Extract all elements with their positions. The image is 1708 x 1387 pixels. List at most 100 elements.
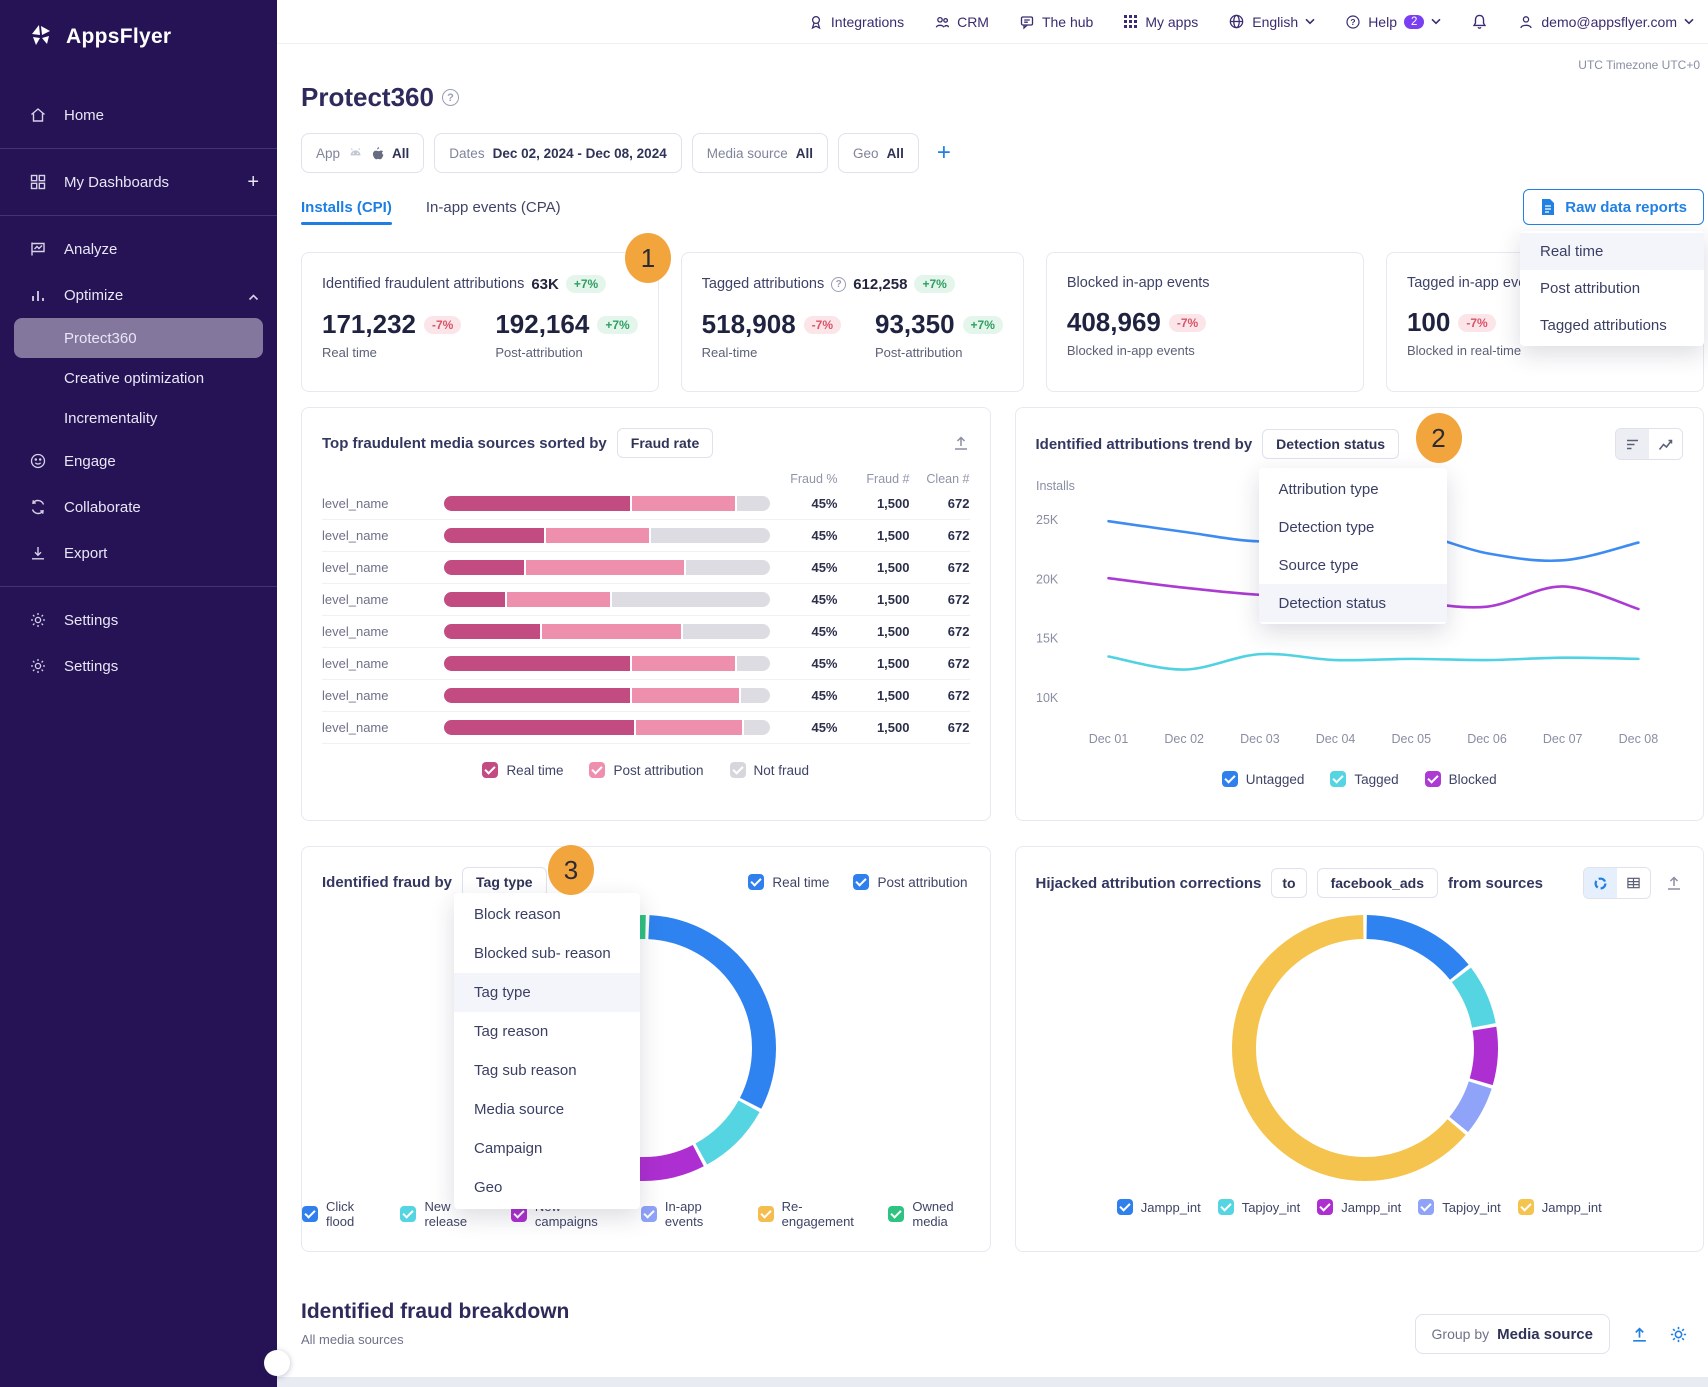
donut-segment-jampp-int[interactable]	[1231, 915, 1466, 1181]
fraud-table-row[interactable]: level_name 45% 1,500 672	[322, 616, 970, 648]
appsflyer-logo[interactable]: AppsFlyer	[0, 0, 277, 52]
checkbox-jampp-int[interactable]	[1317, 1199, 1334, 1215]
donut-segment-jampp-int[interactable]	[1469, 1026, 1498, 1086]
checkbox-not-fraud[interactable]	[729, 762, 746, 778]
fraud-by-menu-item-block-reason[interactable]: Block reason	[474, 906, 561, 923]
fraud-by-menu-item-tag-reason[interactable]: Tag reason	[474, 1023, 549, 1040]
sidebar-collapse-handle[interactable]	[264, 1350, 290, 1376]
export-icon[interactable]	[1665, 874, 1683, 892]
trend-menu-item-detection-status[interactable]: Detection status	[1258, 584, 1447, 622]
trend-menu-item-attribution-type[interactable]: Attribution type	[1278, 480, 1379, 498]
donut-segment-jampp-int[interactable]	[1365, 915, 1469, 980]
donut-view-icon[interactable]	[1584, 868, 1617, 898]
sidebar-item-engage[interactable]: Engage	[0, 438, 277, 484]
sidebar-item-collaborate[interactable]: Collaborate	[0, 484, 277, 530]
fraud-by-menu-item-blocked-sub-reason[interactable]: Blocked sub- reason	[474, 945, 611, 962]
checkbox-new-release[interactable]	[400, 1206, 417, 1222]
checkbox-post-attribution[interactable]	[589, 762, 606, 778]
fraud-table-row[interactable]: level_name 45% 1,500 672	[322, 712, 970, 744]
checkbox-new-campaigns[interactable]	[510, 1206, 527, 1222]
fraud-by-menu-item-media-source[interactable]: Media source	[474, 1101, 565, 1118]
checkbox-owned-media[interactable]	[888, 1206, 905, 1222]
sidebar-item-home[interactable]: Home	[0, 92, 277, 138]
trend-dimension-selector[interactable]: Detection status	[1262, 429, 1400, 459]
geo-filter[interactable]: Geo All	[838, 133, 919, 173]
media-source-filter[interactable]: Media source All	[691, 133, 829, 173]
not-fraud-segment	[737, 656, 770, 671]
sidebar-item-settings[interactable]: Settings	[0, 597, 277, 643]
hijacked-to-chip[interactable]: to	[1271, 868, 1307, 898]
fraud-table-row[interactable]: level_name 45% 1,500 672	[322, 552, 970, 584]
nav-language[interactable]: English	[1228, 13, 1315, 30]
donut-segment-new-release[interactable]	[695, 1100, 760, 1165]
page-help-icon[interactable]: ?	[441, 89, 459, 106]
tab-in-app-events-cpa[interactable]: In-app events (CPA)	[425, 199, 561, 216]
checkbox-untagged[interactable]	[1221, 771, 1238, 787]
sidebar-item-analyze[interactable]: Analyze	[0, 226, 277, 272]
fraud-by-menu-item-tag-type[interactable]: Tag type	[454, 973, 640, 1012]
checkbox-jampp-int[interactable]	[1517, 1199, 1534, 1215]
media-source-name: level_name	[322, 560, 389, 575]
nav-crm[interactable]: CRM	[934, 14, 989, 30]
fraud-by-menu-item-tag-sub-reason[interactable]: Tag sub reason	[474, 1062, 577, 1079]
line-chart-view-icon[interactable]	[1649, 429, 1682, 459]
sidebar-item-incrementality[interactable]: Incrementality	[0, 398, 277, 438]
app-filter[interactable]: App All	[301, 133, 425, 173]
sidebar-item-my-dashboards[interactable]: My Dashboards +	[0, 159, 277, 205]
raw-menu-item-tagged-attributions[interactable]: Tagged attributions	[1540, 317, 1667, 334]
fraud-stacked-bar	[444, 496, 770, 511]
export-icon[interactable]	[952, 434, 970, 452]
add-dashboard-button[interactable]: +	[247, 171, 259, 193]
help-icon[interactable]: ?	[831, 276, 847, 292]
nav-integrations[interactable]: Integrations	[808, 14, 904, 30]
list-view-icon[interactable]	[1616, 429, 1649, 459]
checkbox-tapjoy-int[interactable]	[1217, 1199, 1234, 1215]
checkbox-blocked[interactable]	[1424, 771, 1441, 787]
nav-account[interactable]: demo@appsflyer.com	[1518, 14, 1694, 30]
android-icon	[350, 147, 361, 155]
settings-gear-icon[interactable]	[1669, 1325, 1688, 1344]
group-by-selector[interactable]: Group by Media source	[1414, 1314, 1610, 1354]
nav-help[interactable]: ? Help 2	[1345, 14, 1441, 30]
checkbox-tapjoy-int[interactable]	[1418, 1199, 1435, 1215]
hijacked-target-chip[interactable]: facebook_ads	[1316, 868, 1438, 898]
fraud-by-menu-item-geo[interactable]: Geo	[474, 1179, 503, 1196]
sort-by-selector[interactable]: Fraud rate	[616, 428, 714, 458]
raw-data-reports-button[interactable]: Raw data reports	[1523, 189, 1704, 225]
nav-my-apps[interactable]: My apps	[1123, 14, 1198, 30]
fraud-table-row[interactable]: level_name 45% 1,500 672	[322, 680, 970, 712]
nav-notifications[interactable]	[1471, 13, 1488, 30]
checkbox-jampp-int[interactable]	[1116, 1199, 1133, 1215]
checkbox-re-engagement[interactable]	[757, 1206, 774, 1222]
fraud-table-row[interactable]: level_name 45% 1,500 672	[322, 488, 970, 520]
raw-menu-item-real-time[interactable]: Real time	[1520, 233, 1704, 270]
checkbox-post-attribution[interactable]	[853, 874, 870, 890]
nav-the-hub[interactable]: The hub	[1019, 14, 1093, 30]
sidebar-item-optimize[interactable]: Optimize	[0, 272, 277, 318]
raw-menu-item-post-attribution[interactable]: Post attribution	[1540, 280, 1641, 297]
export-icon[interactable]	[1630, 1325, 1649, 1344]
checkbox-real-time[interactable]	[748, 874, 765, 890]
add-filter-button[interactable]: +	[936, 139, 951, 166]
checkbox-tagged[interactable]	[1330, 771, 1347, 787]
sidebar-item-protect360[interactable]: Protect360	[14, 318, 263, 358]
sidebar-item-creative-optimization[interactable]: Creative optimization	[0, 358, 277, 398]
trend-menu-item-detection-type[interactable]: Detection type	[1278, 518, 1375, 536]
donut-segment-tapjoy-int[interactable]	[1448, 1080, 1492, 1133]
checkbox-real-time[interactable]	[482, 762, 499, 778]
dates-filter[interactable]: Dates Dec 02, 2024 - Dec 08, 2024	[434, 133, 682, 173]
fraud-by-menu-item-campaign[interactable]: Campaign	[474, 1140, 543, 1157]
checkbox-in-app-events[interactable]	[640, 1206, 657, 1222]
table-view-icon[interactable]	[1617, 868, 1650, 898]
donut-segment-tapjoy-int[interactable]	[1451, 967, 1496, 1028]
tab-installs-cpi[interactable]: Installs (CPI)	[301, 199, 392, 225]
checkbox-click-flood[interactable]	[302, 1206, 318, 1222]
trend-menu-item-source-type[interactable]: Source type	[1278, 556, 1359, 574]
fraud-table-row[interactable]: level_name 45% 1,500 672	[322, 584, 970, 616]
legend-label: Real time	[506, 762, 564, 778]
sidebar-item-settings[interactable]: Settings	[0, 643, 277, 689]
sidebar-item-export[interactable]: Export	[0, 530, 277, 576]
donut-segment-click-flood[interactable]	[648, 915, 776, 1109]
fraud-table-row[interactable]: level_name 45% 1,500 672	[322, 648, 970, 680]
fraud-table-row[interactable]: level_name 45% 1,500 672	[322, 520, 970, 552]
